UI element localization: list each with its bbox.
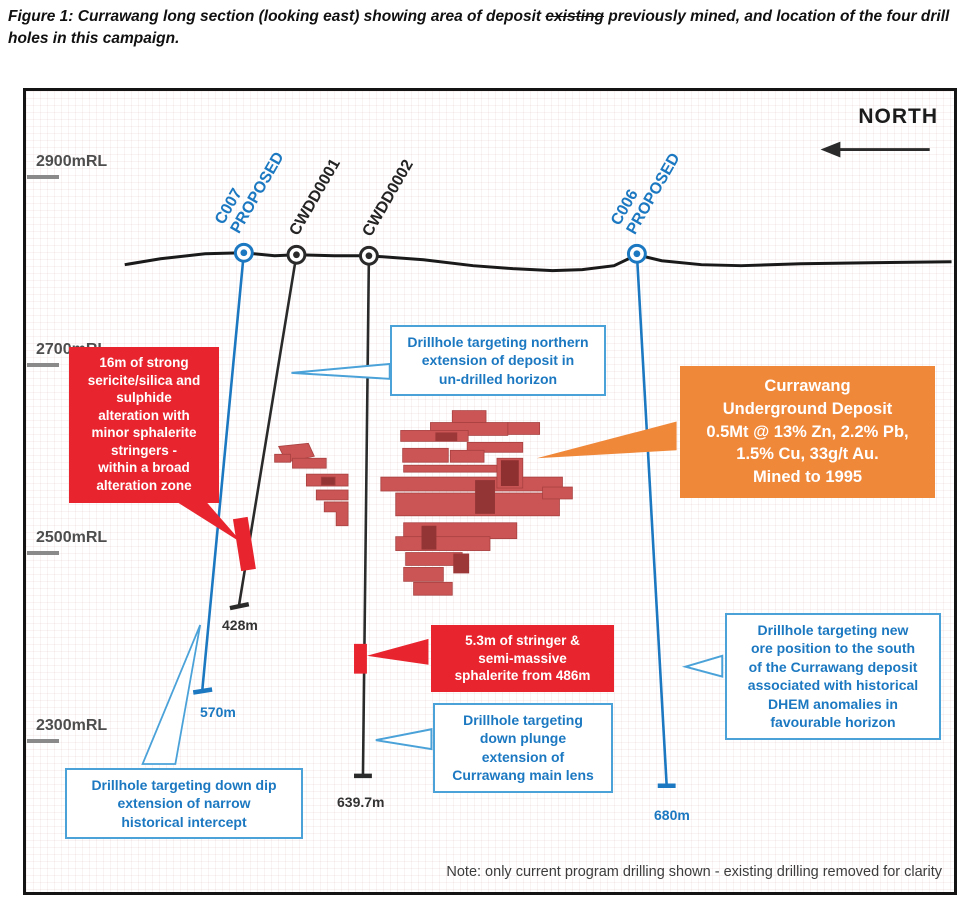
callout-northern-extension: Drillhole targeting northern extension of… xyxy=(390,325,606,397)
tail-alteration-callout xyxy=(167,495,243,544)
drill-trace-c007 xyxy=(192,252,246,695)
depth-label-c006: 680m xyxy=(654,807,690,823)
caption-struck-word: existing xyxy=(545,8,604,25)
surface-line xyxy=(124,251,952,273)
tail-new-ore-callout xyxy=(681,654,724,678)
rl-tick-2700 xyxy=(27,363,59,367)
collar-cwdd0001 xyxy=(286,244,307,265)
drill-trace-c006 xyxy=(635,253,676,789)
tail-down-dip-callout xyxy=(141,624,202,765)
north-arrow xyxy=(820,141,930,158)
collar-c007 xyxy=(233,242,254,263)
tail-down-plunge-callout xyxy=(375,728,433,751)
rl-tick-2500 xyxy=(27,551,59,555)
rl-label-2900: 2900mRL xyxy=(36,153,108,170)
north-label: NORTH xyxy=(858,105,938,128)
section-panel: 2900mRL 2700mRL 2500mRL 2300mRL NORTH C0… xyxy=(23,88,957,895)
collar-c006 xyxy=(626,243,647,264)
section-graphics xyxy=(124,141,952,789)
tail-northern-callout xyxy=(291,362,391,380)
callout-alteration-16m: 16m of strong sericite/silica and sulphide… xyxy=(69,347,219,503)
rl-tick-2300 xyxy=(27,739,59,743)
depth-label-cwdd0002: 639.7m xyxy=(337,794,385,810)
figure-caption: Figure 1: Currawang long section (lookin… xyxy=(8,6,966,49)
tail-deposit-callout xyxy=(536,421,677,459)
caption-pre: Figure 1: Currawang long section (lookin… xyxy=(8,8,546,25)
callout-currawang-deposit: Currawang Underground Deposit 0.5Mt @ 13% … xyxy=(680,366,935,498)
depth-label-cwdd0001: 428m xyxy=(222,617,258,633)
rl-label-2500: 2500mRL xyxy=(36,529,108,546)
clarity-note: Note: only current program drilling show… xyxy=(446,864,942,880)
drill-trace-cwdd0002 xyxy=(354,255,372,779)
tail-stringer-callout xyxy=(366,638,429,665)
callout-new-ore-position: Drillhole targeting new ore position to t… xyxy=(725,613,941,740)
intercept-alteration-16m xyxy=(232,516,256,572)
collar-cwdd0002 xyxy=(358,245,379,266)
callout-stringer-486m: 5.3m of stringer & semi-massive sphalerite… xyxy=(431,625,614,692)
intercept-sphalerite-486m xyxy=(354,643,367,674)
deposit-left-cluster xyxy=(274,442,349,527)
caption-post: previously mined, and location of the fo… xyxy=(8,8,950,47)
rl-tick-2900 xyxy=(27,175,59,179)
callout-down-plunge: Drillhole targeting down plunge extension … xyxy=(433,703,613,793)
deposit-main-cluster xyxy=(380,410,573,596)
callout-down-dip: Drillhole targeting down dip extension of… xyxy=(65,768,303,840)
rl-label-2300: 2300mRL xyxy=(36,717,108,734)
depth-label-c007: 570m xyxy=(200,704,236,720)
